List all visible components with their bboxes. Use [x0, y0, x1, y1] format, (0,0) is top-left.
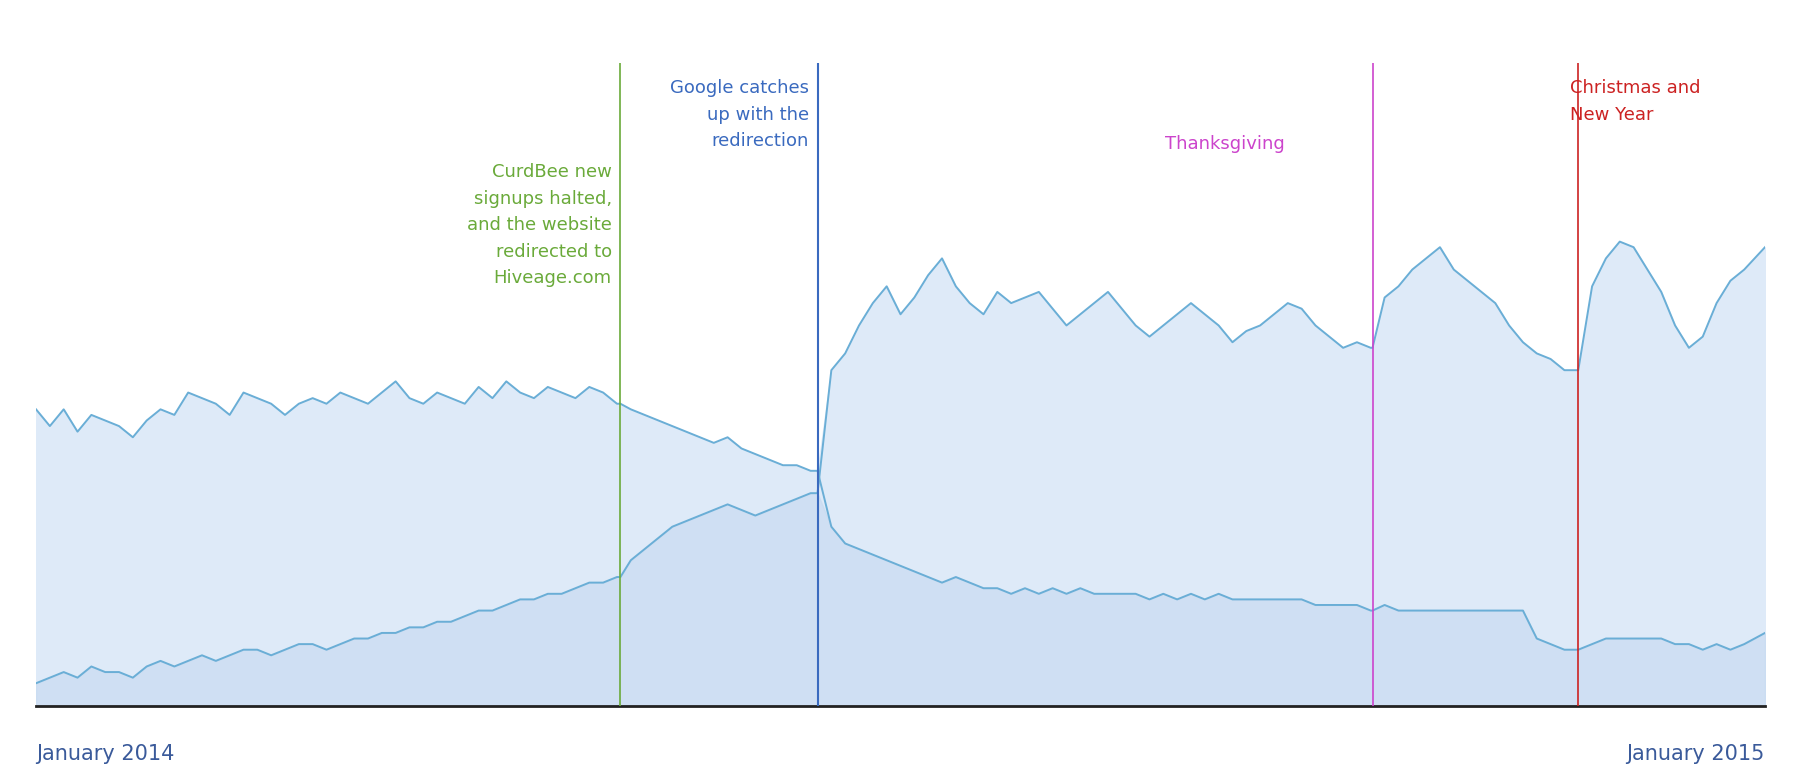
Text: Thanksgiving: Thanksgiving: [1165, 136, 1284, 154]
Text: January 2015: January 2015: [1626, 744, 1765, 764]
Text: CurdBee new
signups halted,
and the website
redirected to
Hiveage.com: CurdBee new signups halted, and the webs…: [466, 163, 612, 287]
Text: Google catches
up with the
redirection: Google catches up with the redirection: [670, 79, 809, 151]
Text: January 2014: January 2014: [36, 744, 175, 764]
Text: Christmas and
New Year: Christmas and New Year: [1570, 79, 1700, 124]
